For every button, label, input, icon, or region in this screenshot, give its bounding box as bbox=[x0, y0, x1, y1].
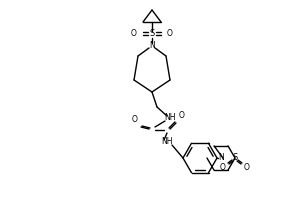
Text: N: N bbox=[218, 154, 224, 162]
Text: S: S bbox=[149, 29, 154, 38]
Text: O: O bbox=[132, 116, 138, 124]
Text: N: N bbox=[149, 42, 155, 50]
Text: NH: NH bbox=[161, 138, 173, 146]
Text: O: O bbox=[131, 29, 137, 38]
Text: S: S bbox=[232, 154, 238, 162]
Text: O: O bbox=[179, 112, 185, 120]
Text: O: O bbox=[167, 29, 173, 38]
Text: O: O bbox=[220, 164, 226, 172]
Text: NH: NH bbox=[164, 114, 176, 122]
Text: O: O bbox=[244, 164, 250, 172]
